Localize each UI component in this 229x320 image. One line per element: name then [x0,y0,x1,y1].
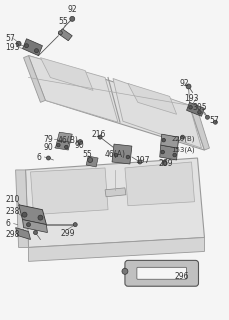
Circle shape [58,31,62,35]
Circle shape [35,49,38,53]
Polygon shape [58,29,72,41]
Polygon shape [16,228,30,239]
Polygon shape [86,156,98,167]
Polygon shape [57,132,72,142]
Text: 153(A): 153(A) [172,147,195,153]
Text: 210: 210 [6,195,20,204]
Text: 6: 6 [6,219,11,228]
Polygon shape [29,56,204,150]
Circle shape [173,153,176,157]
Circle shape [213,120,217,124]
Polygon shape [29,56,118,122]
Polygon shape [187,102,204,116]
Text: 298: 298 [6,230,20,239]
Circle shape [27,223,30,227]
Circle shape [57,143,60,147]
Text: 55: 55 [58,17,68,26]
Polygon shape [161,134,179,148]
Polygon shape [105,188,126,197]
Text: 92: 92 [67,5,77,14]
Circle shape [138,160,142,164]
Polygon shape [113,78,202,148]
Polygon shape [190,103,210,150]
Circle shape [126,155,130,159]
Text: 90: 90 [74,140,84,149]
Text: 57: 57 [6,34,15,43]
Circle shape [46,156,50,160]
Text: 6: 6 [36,153,41,162]
Circle shape [114,153,118,157]
Polygon shape [24,56,45,102]
Polygon shape [30,168,108,215]
Circle shape [162,161,167,165]
Text: 197: 197 [135,156,149,165]
Text: 79: 79 [44,135,53,144]
Text: 299: 299 [60,229,75,238]
Text: 92: 92 [180,79,189,88]
Circle shape [161,150,164,154]
Text: 305: 305 [193,103,207,112]
Circle shape [33,231,38,235]
Text: 220(B): 220(B) [172,136,195,142]
Polygon shape [160,145,178,160]
Circle shape [98,135,102,139]
Polygon shape [41,58,93,91]
Polygon shape [112,144,132,164]
Text: 57: 57 [210,116,219,125]
Polygon shape [55,140,70,150]
Circle shape [88,157,93,163]
Circle shape [205,115,210,119]
Polygon shape [128,84,177,114]
Polygon shape [125,162,194,206]
Polygon shape [23,39,42,56]
Circle shape [16,41,21,46]
Circle shape [162,138,166,142]
Circle shape [65,145,68,149]
Polygon shape [26,158,204,247]
Circle shape [38,215,43,220]
Text: 269: 269 [159,159,173,168]
Text: 193: 193 [6,43,20,52]
Text: 238: 238 [6,207,20,216]
Polygon shape [29,237,204,261]
Circle shape [122,268,128,274]
Polygon shape [19,205,46,225]
Circle shape [198,110,201,114]
Circle shape [78,140,83,145]
Text: 193: 193 [185,94,199,103]
Text: 46(B): 46(B) [57,136,78,145]
Text: 55: 55 [82,149,92,158]
Circle shape [189,106,192,109]
Polygon shape [23,220,47,233]
FancyBboxPatch shape [125,260,199,286]
Circle shape [186,84,191,89]
Circle shape [70,16,75,21]
Circle shape [181,135,185,139]
Text: 46(A): 46(A) [105,149,126,158]
Circle shape [73,223,77,227]
Circle shape [25,44,29,48]
Text: 296: 296 [175,272,189,281]
Text: 90: 90 [44,143,53,152]
Polygon shape [16,170,29,247]
Circle shape [22,212,27,217]
FancyBboxPatch shape [137,267,187,279]
Text: 216: 216 [91,130,106,139]
